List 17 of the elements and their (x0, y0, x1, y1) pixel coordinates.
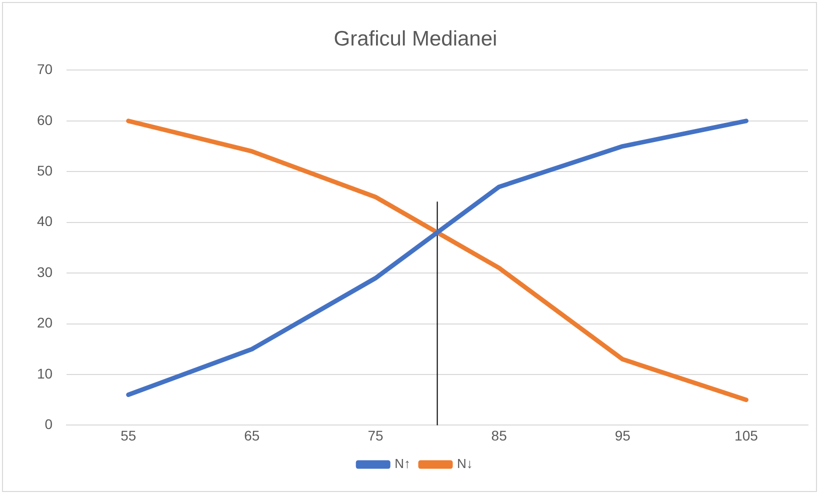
x-tick-label: 105 (734, 427, 758, 444)
y-tick-label: 70 (36, 61, 53, 78)
y-tick-label: 0 (44, 416, 53, 432)
y-tick-label: 50 (36, 162, 53, 178)
x-tick-label: 65 (244, 427, 260, 444)
y-tick-label: 10 (36, 365, 53, 382)
x-tick-label: 95 (614, 427, 631, 444)
x-tick-label: 85 (491, 427, 508, 444)
legend-label: N↓ (457, 456, 473, 472)
y-tick-label: 30 (36, 264, 53, 280)
x-tick-label: 75 (368, 427, 384, 444)
y-tick-label: 40 (36, 213, 53, 230)
legend-label: N↑ (394, 456, 410, 472)
y-tick-label: 60 (36, 112, 53, 128)
y-tick-label: 20 (36, 314, 53, 331)
x-tick-label: 55 (120, 427, 136, 444)
chart-title: Graficul Medianei (334, 27, 498, 50)
